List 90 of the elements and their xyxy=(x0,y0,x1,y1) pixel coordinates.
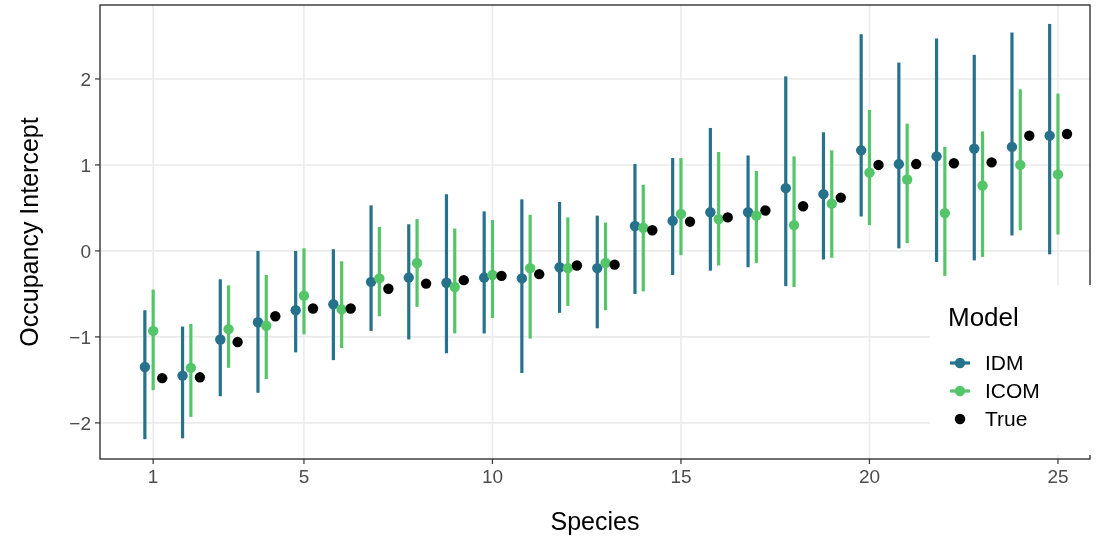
point xyxy=(307,303,319,314)
point xyxy=(449,281,460,293)
point xyxy=(534,268,545,280)
point xyxy=(478,272,490,283)
y-tick-label: 0 xyxy=(80,240,91,262)
point xyxy=(562,262,574,274)
point xyxy=(893,158,905,170)
point xyxy=(524,262,536,274)
point xyxy=(638,222,649,233)
point xyxy=(261,320,272,331)
point xyxy=(911,158,922,170)
point xyxy=(411,257,423,269)
x-tick-label: 15 xyxy=(670,466,692,487)
point xyxy=(901,174,913,185)
y-tick-label: −2 xyxy=(69,412,91,434)
point xyxy=(675,208,687,220)
point xyxy=(797,201,809,212)
point xyxy=(788,219,800,231)
x-tick-label: 5 xyxy=(298,466,310,487)
point xyxy=(600,257,611,269)
point xyxy=(420,278,432,289)
legend-label: ICOM xyxy=(985,379,1040,403)
point xyxy=(290,305,301,316)
x-axis-title: Species xyxy=(550,507,640,535)
point xyxy=(328,299,339,310)
point xyxy=(780,182,791,194)
point xyxy=(1024,130,1035,141)
point xyxy=(826,198,837,209)
point xyxy=(516,273,528,284)
point xyxy=(487,269,498,281)
point xyxy=(760,205,771,216)
point xyxy=(1052,169,1064,180)
point xyxy=(722,212,733,223)
point xyxy=(177,370,188,381)
point xyxy=(336,304,347,315)
point xyxy=(496,270,507,282)
point xyxy=(194,372,206,383)
point xyxy=(185,362,197,374)
point xyxy=(667,215,678,227)
legend-label: True xyxy=(985,407,1028,431)
point xyxy=(441,277,452,288)
x-tick-label: 1 xyxy=(147,466,159,487)
x-tick-label: 25 xyxy=(1047,466,1069,487)
point xyxy=(215,334,226,345)
point xyxy=(977,180,988,191)
point xyxy=(1006,141,1018,153)
point xyxy=(383,283,394,294)
point xyxy=(751,210,762,221)
point xyxy=(986,157,997,168)
point xyxy=(298,290,310,301)
point xyxy=(684,216,696,227)
point xyxy=(713,213,724,225)
point xyxy=(742,207,754,218)
point xyxy=(223,323,234,335)
point xyxy=(873,159,884,171)
point xyxy=(458,274,469,286)
point xyxy=(232,336,243,348)
point xyxy=(571,260,583,271)
legend-label: IDM xyxy=(985,351,1024,375)
point xyxy=(705,207,716,218)
point xyxy=(818,188,829,200)
point xyxy=(1015,159,1026,171)
point xyxy=(139,361,151,373)
point xyxy=(969,143,980,154)
x-tick-label: 10 xyxy=(481,466,504,487)
point xyxy=(270,311,281,322)
point xyxy=(374,273,385,284)
point xyxy=(147,325,159,337)
y-tick-label: 1 xyxy=(80,154,91,176)
x-tick-label: 20 xyxy=(858,466,881,487)
y-tick-label: 2 xyxy=(80,68,91,90)
point xyxy=(252,317,264,328)
point xyxy=(647,225,658,236)
point xyxy=(365,276,377,288)
point xyxy=(609,259,620,270)
point xyxy=(939,207,951,219)
point xyxy=(835,192,846,203)
y-axis-title: Occupancy Intercept xyxy=(15,117,43,347)
point xyxy=(592,262,603,274)
point xyxy=(403,272,414,283)
point xyxy=(864,167,875,178)
point xyxy=(855,145,867,156)
point xyxy=(1061,128,1073,140)
point xyxy=(345,303,356,314)
legend-title: Model xyxy=(948,302,1019,332)
y-tick-label: −1 xyxy=(69,326,91,348)
point xyxy=(157,372,168,384)
point xyxy=(931,151,942,162)
point xyxy=(1044,130,1055,141)
point xyxy=(948,158,960,169)
